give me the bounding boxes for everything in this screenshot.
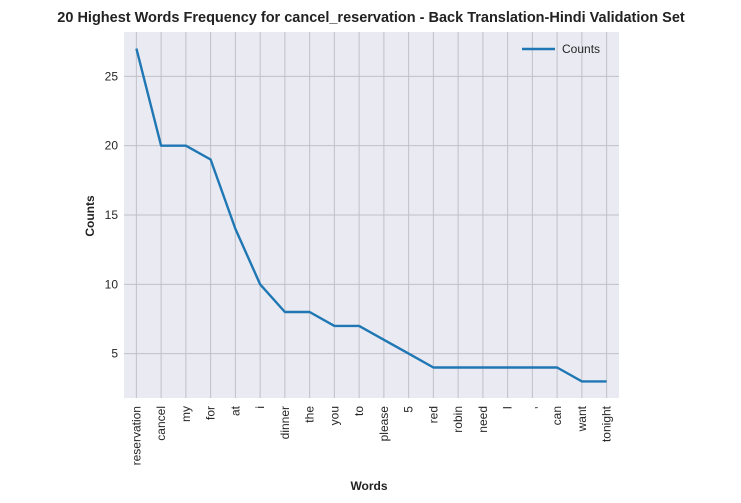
x-axis-label: Words — [350, 479, 387, 493]
y-tick-labels: 5 10 15 20 25 — [105, 69, 119, 360]
x-tick-label: red — [426, 406, 440, 423]
series-line-counts — [135, 48, 607, 383]
y-tick-label: 15 — [105, 208, 119, 222]
x-tick-label: to — [352, 406, 366, 416]
legend: Counts — [522, 42, 600, 56]
x-tick-label: , — [525, 406, 539, 409]
y-tick-label: 20 — [105, 139, 119, 153]
x-tick-label: at — [228, 405, 242, 416]
legend-label-counts: Counts — [562, 42, 600, 56]
x-tick-label: reservation — [129, 406, 143, 465]
x-tick-label: 5 — [402, 406, 416, 413]
x-tick-label: robin — [451, 406, 465, 433]
y-tick-label: 5 — [111, 347, 118, 361]
x-tick-label: i — [253, 406, 267, 409]
x-tick-label: cancel — [154, 406, 168, 441]
x-tick-label: please — [377, 406, 391, 442]
y-tick-label: 10 — [105, 277, 119, 291]
x-tick-label: for — [204, 406, 218, 420]
x-tick-label: my — [179, 406, 193, 422]
x-tick-label: want — [575, 405, 589, 432]
x-tick-label: you — [327, 406, 341, 425]
y-axis-label: Counts — [83, 195, 97, 237]
x-tick-label: the — [303, 406, 317, 423]
x-tick-label: can — [550, 406, 564, 425]
x-tick-label: I — [501, 406, 515, 409]
x-tick-label: need — [476, 406, 490, 433]
y-tick-label: 25 — [105, 69, 119, 83]
x-tick-labels: reservation cancel my for at i dinner the you to p… — [129, 405, 613, 465]
x-tick-label: tonight — [600, 405, 614, 442]
x-tick-label: dinner — [278, 406, 292, 439]
grid-lines — [124, 32, 619, 398]
chart-title: 20 Highest Words Frequency for cancel_re… — [57, 10, 685, 26]
